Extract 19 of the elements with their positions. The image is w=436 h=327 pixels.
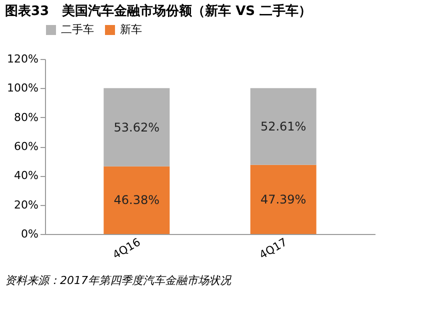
legend-label: 新车	[120, 23, 142, 36]
bar	[250, 88, 316, 165]
data-label: 52.61%	[260, 120, 306, 134]
y-tick-label: 60%	[14, 140, 38, 153]
y-tick-label: 80%	[14, 110, 38, 124]
bar	[250, 164, 316, 234]
legend-label: 二手车	[61, 23, 94, 36]
bar	[104, 88, 170, 166]
data-label: 53.62%	[114, 120, 160, 134]
bar	[104, 166, 170, 234]
y-tick-label: 0%	[21, 228, 38, 240]
y-tick-label: 20%	[14, 198, 38, 212]
y-tick-label: 120%	[7, 52, 38, 66]
y-tick-label: 40%	[14, 169, 38, 182]
y-tick-label: 100%	[7, 82, 38, 95]
data-label: 47.39%	[260, 192, 306, 206]
chart-title: 图表33 美国汽车金融市场份额（新车 VS 二手车）	[5, 3, 312, 19]
text: 资料来源：2017年第四季度汽车金融市场状况	[5, 274, 232, 287]
data-label: 46.38%	[114, 193, 160, 208]
